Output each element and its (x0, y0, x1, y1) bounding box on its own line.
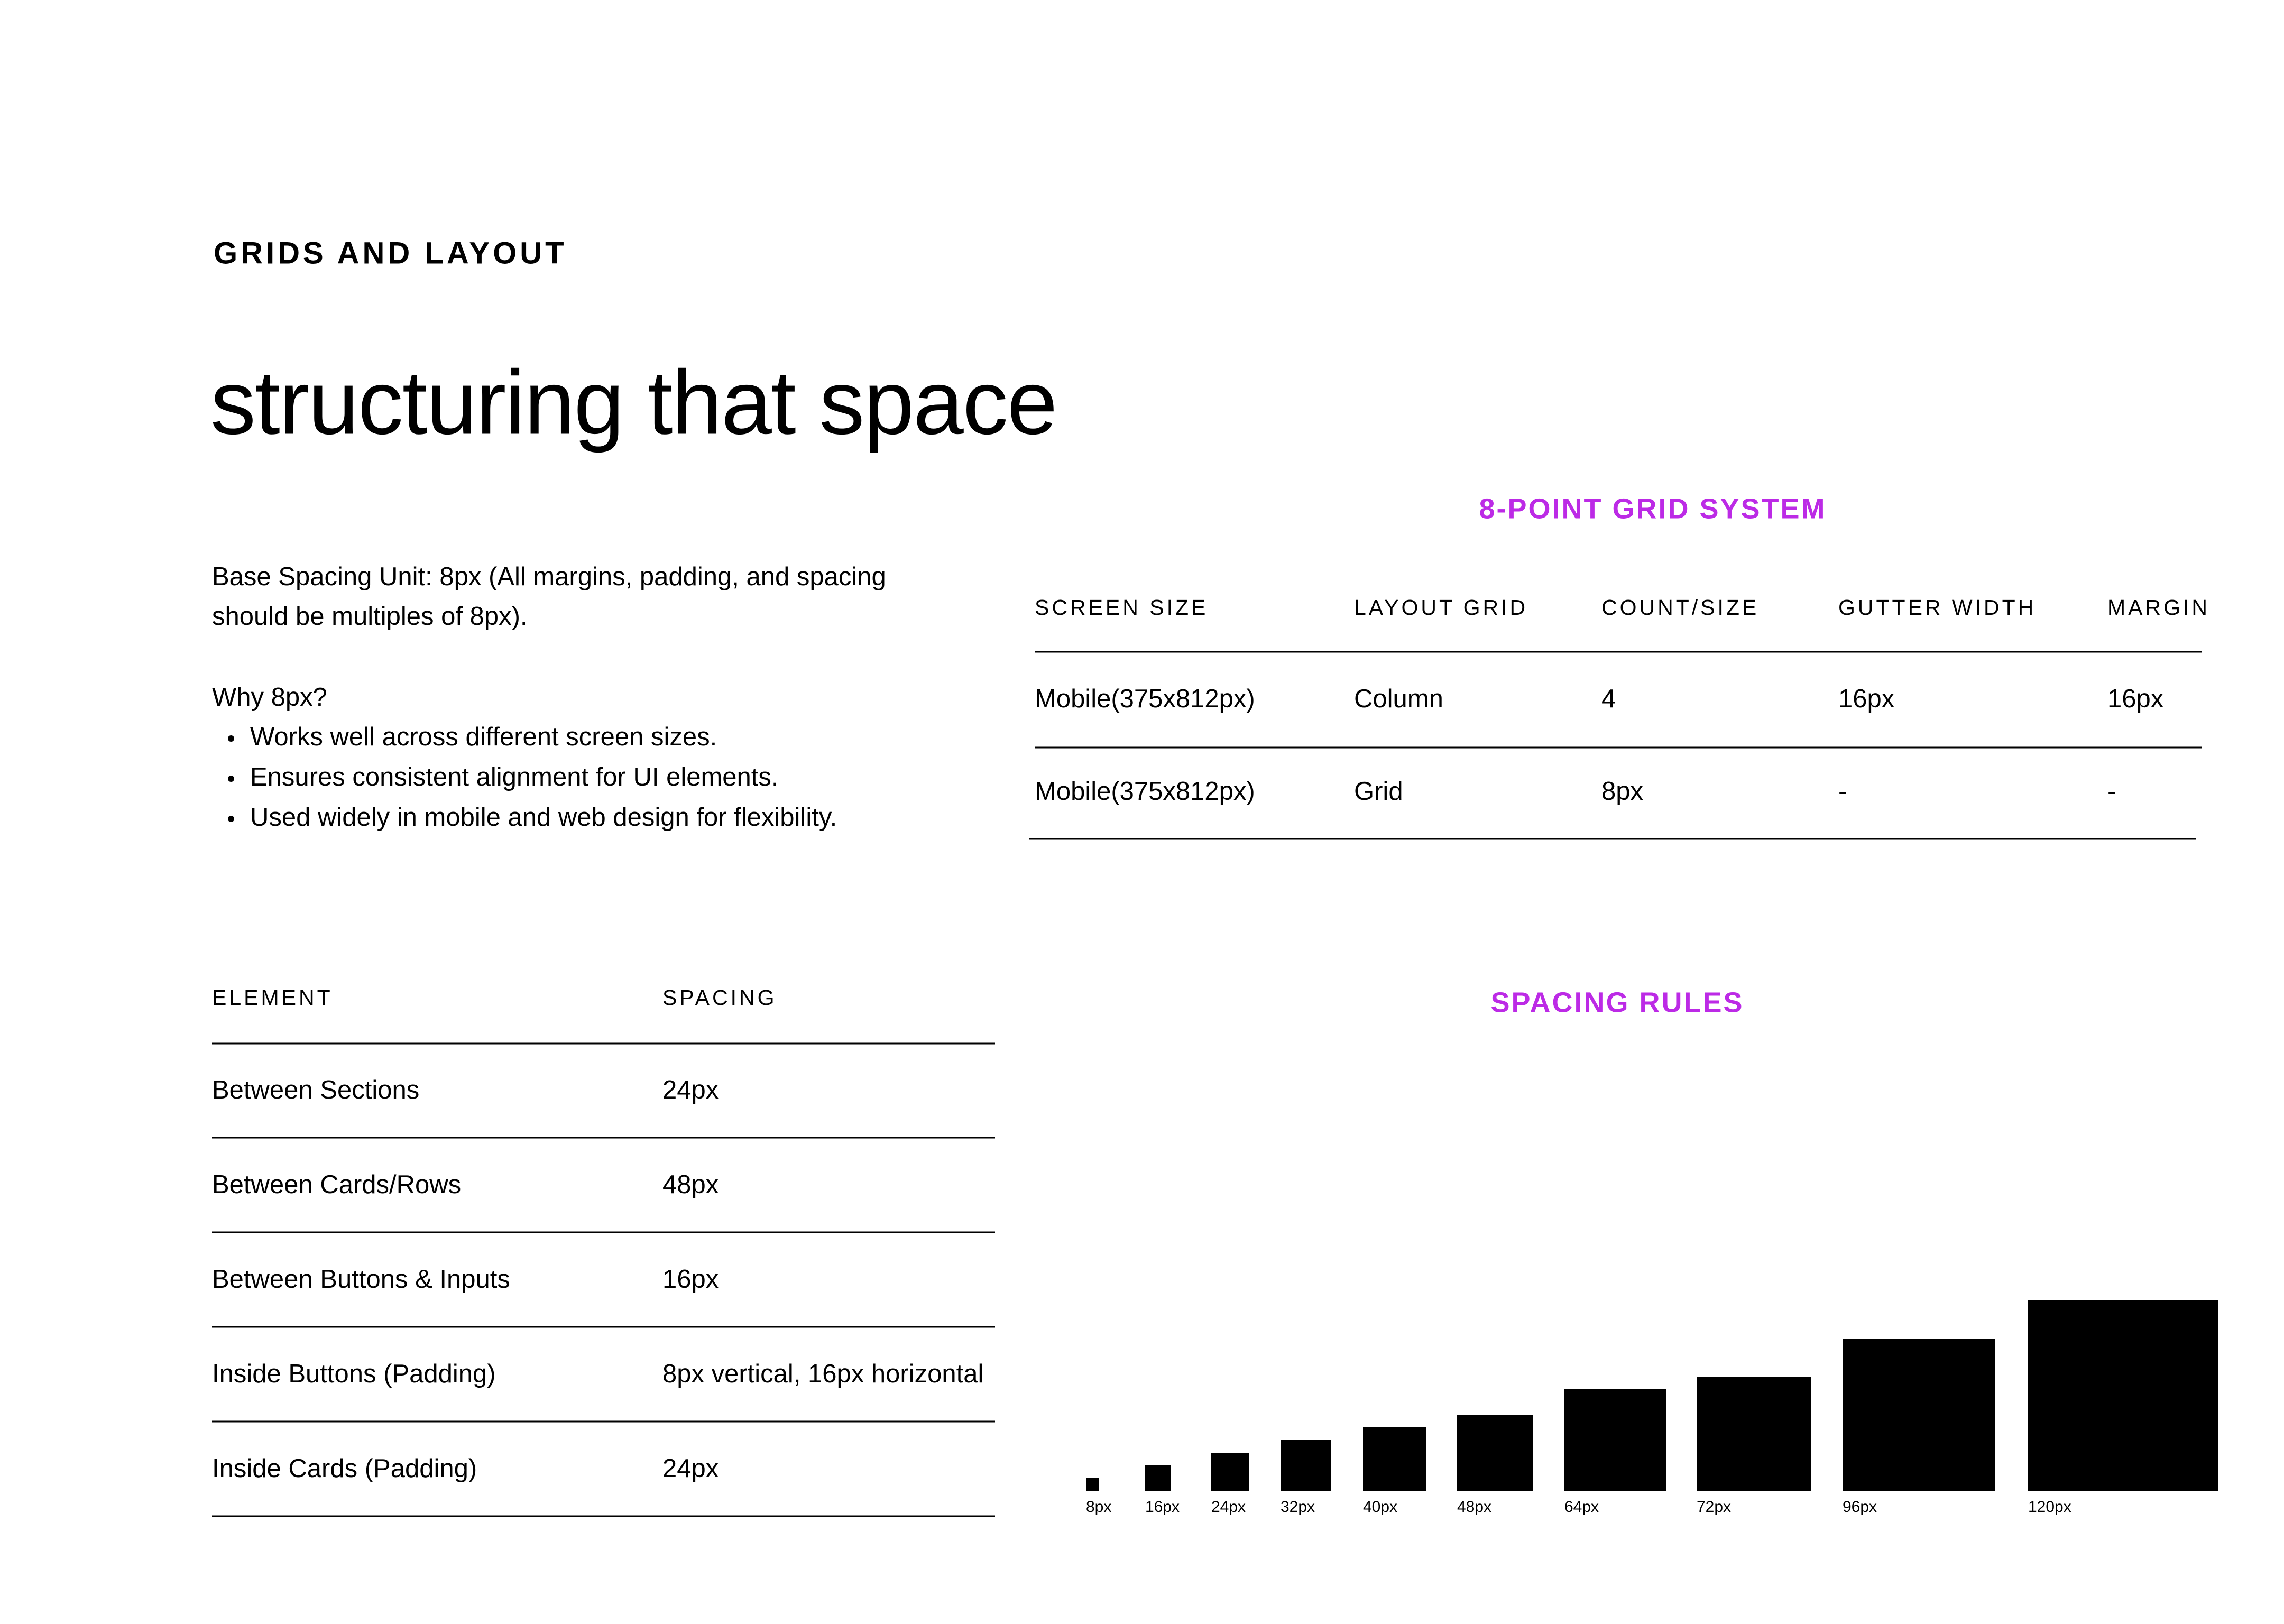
table-cell: Mobile(375x812px) (1035, 685, 1255, 713)
spacing-square (1457, 1415, 1533, 1491)
spacing-square (1145, 1465, 1171, 1491)
table-header: GUTTER WIDTH (1838, 595, 2036, 620)
spacing-square (1281, 1440, 1331, 1491)
eyebrow: GRIDS AND LAYOUT (214, 236, 567, 270)
bullet-dot (228, 776, 234, 782)
spacing-square (2028, 1300, 2218, 1491)
table-cell: 48px (662, 1170, 719, 1199)
section-title: 8-POINT GRID SYSTEM (1479, 493, 1826, 524)
bullet-text: Used widely in mobile and web design for… (250, 803, 837, 832)
spacing-square (1697, 1377, 1811, 1491)
table-header: COUNT/SIZE (1601, 595, 1759, 620)
table-cell: Mobile(375x812px) (1035, 777, 1255, 806)
table-cell: 8px vertical, 16px horizontal (662, 1360, 983, 1388)
spacing-label: 72px (1697, 1498, 1731, 1516)
table-cell: Between Buttons & Inputs (212, 1265, 510, 1294)
table-cell: 16px (662, 1265, 719, 1294)
table-cell: 16px (2107, 685, 2163, 713)
spacing-label: 16px (1145, 1498, 1180, 1516)
table-cell: 24px (662, 1454, 719, 1483)
section-title: SPACING RULES (1490, 986, 1744, 1018)
table-header: MARGIN (2107, 595, 2210, 620)
spacing-label: 8px (1086, 1498, 1111, 1516)
spacing-label: 48px (1457, 1498, 1491, 1516)
spacing-square (1843, 1339, 1995, 1491)
bullet-dot (228, 735, 234, 742)
table-cell: 24px (662, 1076, 719, 1104)
bullet-text: Works well across different screen sizes… (250, 723, 717, 751)
spacing-square (1564, 1389, 1666, 1491)
table-cell: Grid (1354, 777, 1403, 806)
table-header: SPACING (662, 985, 777, 1010)
table-cell: - (2107, 777, 2116, 806)
bullet-dot (228, 816, 234, 822)
table-cell: Between Sections (212, 1076, 419, 1104)
headline: structuring that space (210, 352, 1056, 453)
spacing-label: 96px (1843, 1498, 1877, 1516)
bullet-text: Ensures consistent alignment for UI elem… (250, 763, 779, 791)
spacing-square (1086, 1478, 1099, 1491)
intro-text: Base Spacing Unit: 8px (All margins, pad… (212, 562, 886, 591)
table-cell: Inside Cards (Padding) (212, 1454, 477, 1483)
spacing-label: 64px (1564, 1498, 1599, 1516)
spacing-square (1363, 1427, 1426, 1491)
intro-text: should be multiples of 8px). (212, 602, 528, 631)
table-cell: - (1838, 777, 1847, 806)
table-header: SCREEN SIZE (1035, 595, 1208, 620)
table-cell: Between Cards/Rows (212, 1170, 461, 1199)
table-cell: 8px (1601, 777, 1643, 806)
spacing-label: 120px (2028, 1498, 2071, 1516)
spacing-label: 24px (1211, 1498, 1246, 1516)
spacing-square (1211, 1453, 1249, 1491)
table-cell: Column (1354, 685, 1443, 713)
table-header: LAYOUT GRID (1354, 595, 1528, 620)
why-title: Why 8px? (212, 683, 327, 712)
table-header: ELEMENT (212, 985, 333, 1010)
spacing-label: 40px (1363, 1498, 1397, 1516)
table-cell: 4 (1601, 685, 1616, 713)
table-cell: 16px (1838, 685, 1894, 713)
table-cell: Inside Buttons (Padding) (212, 1360, 496, 1388)
spacing-label: 32px (1281, 1498, 1315, 1516)
